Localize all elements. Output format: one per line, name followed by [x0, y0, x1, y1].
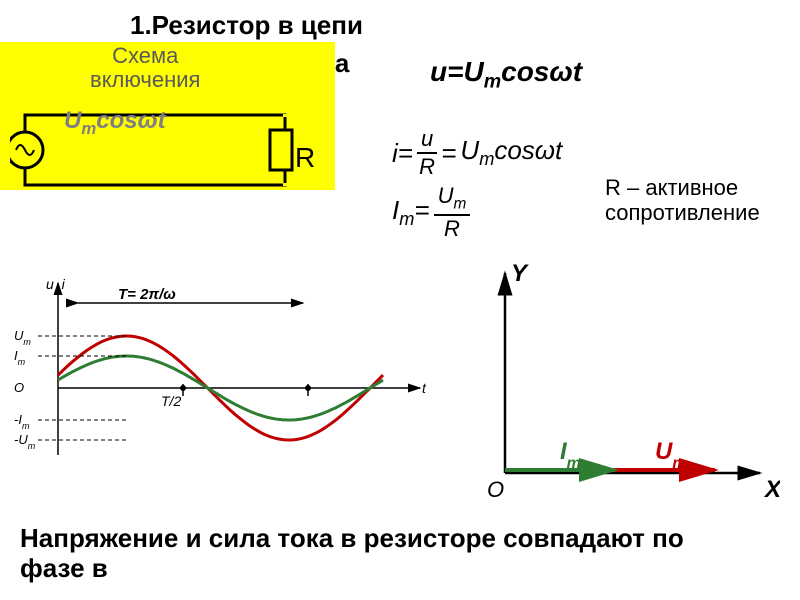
- svg-text:t: t: [422, 380, 427, 396]
- eq3-frac: Um R: [434, 185, 471, 240]
- svg-text:T/2: T/2: [161, 393, 181, 409]
- eq2-frac1: u R: [417, 128, 437, 178]
- svg-text:Y: Y: [511, 263, 529, 287]
- circuit-svg: [10, 110, 340, 190]
- svg-text:X: X: [763, 476, 780, 503]
- eq2-mid: =: [441, 138, 456, 169]
- wave-graph: T= 2π/ω u ,i UmIm O -Im-Um t T/2: [10, 273, 440, 473]
- svg-text:Im: Im: [14, 348, 26, 367]
- eq3-frac-den: R: [444, 216, 460, 240]
- circuit-diagram-block: Схема включения Umcosωt R: [0, 42, 335, 190]
- resistor-label: R: [295, 142, 315, 174]
- svg-text:T= 2π/ω: T= 2π/ω: [118, 286, 176, 303]
- equation-current: i= u R = Umcosωt: [392, 128, 562, 178]
- svg-text:-Im: -Im: [14, 412, 30, 431]
- circuit-caption-line1: Схема: [112, 43, 178, 68]
- phase-conclusion-text: Напряжение и сила тока в резисторе совпа…: [20, 524, 740, 584]
- circuit-caption: Схема включения: [90, 44, 200, 92]
- svg-text:Um: Um: [655, 438, 687, 472]
- eq2-frac1-num: u: [417, 128, 437, 154]
- eq3-frac-num: Um: [434, 185, 471, 216]
- eq2-frac1-den: R: [419, 154, 435, 178]
- phasor-diagram: Y X O Im Um: [470, 263, 780, 513]
- eq3-lhs: Im=: [392, 195, 430, 230]
- circuit-source-formula: Umcosωt: [64, 107, 166, 139]
- circuit-caption-line2: включения: [90, 67, 200, 92]
- equation-voltage: u=Umcosωt: [430, 56, 582, 94]
- svg-text:O: O: [14, 380, 24, 395]
- resistance-note: R – активное сопротивление: [605, 175, 795, 226]
- equation-current-amplitude: Im= Um R: [392, 185, 474, 240]
- svg-text:O: O: [487, 477, 504, 502]
- page-title: 1.Резистор в цепи: [130, 10, 363, 41]
- svg-text:Im: Im: [560, 438, 581, 472]
- svg-text:-Um: -Um: [14, 432, 36, 451]
- eq2-rhs: Umcosωt: [460, 135, 562, 170]
- svg-text:Um: Um: [14, 328, 31, 347]
- eq2-lhs: i=: [392, 138, 413, 169]
- svg-text:u ,i: u ,i: [46, 276, 66, 292]
